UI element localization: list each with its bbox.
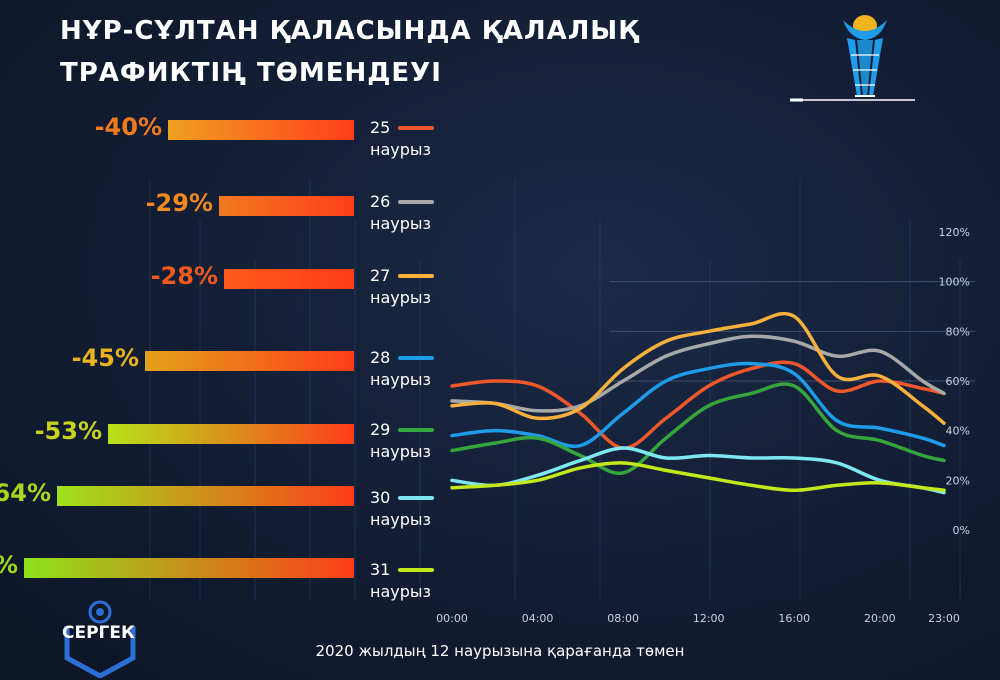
change-bar xyxy=(219,196,354,216)
change-percent: -53% xyxy=(34,417,102,445)
change-bar xyxy=(145,351,354,371)
footer-note: 2020 жылдың 12 наурызына қарағанда төмен xyxy=(315,642,685,660)
day-number: 29 xyxy=(370,420,391,439)
series-line-28 xyxy=(450,361,946,449)
month-name: наурыз xyxy=(370,510,432,529)
page-title: НҰР-СҰЛТАН ҚАЛАСЫНДА ҚАЛАЛЫҚ ТРАФИКТІҢ Т… xyxy=(60,10,760,94)
y-tick-label: 120% xyxy=(939,226,970,239)
day-number: 28 xyxy=(370,348,391,367)
change-percent: -40% xyxy=(94,113,162,141)
x-tick-label: 12:00 xyxy=(693,612,725,625)
change-bar xyxy=(108,424,354,444)
legend-line-swatch xyxy=(398,200,434,204)
change-percent: -28% xyxy=(150,262,218,290)
series-line-27 xyxy=(450,311,946,425)
baiterek-tower-icon xyxy=(790,15,915,102)
change-percent: -45% xyxy=(71,344,139,372)
change-bar xyxy=(57,486,354,506)
x-tick-label: 23:00 xyxy=(928,612,960,625)
series-line-30 xyxy=(450,446,946,495)
change-bar xyxy=(24,558,354,578)
y-tick-label: 80% xyxy=(946,325,970,338)
day-number: 25 xyxy=(370,118,391,137)
y-tick-label: 0% xyxy=(953,524,970,537)
change-percent: -64% xyxy=(0,479,51,507)
x-tick-label: 08:00 xyxy=(607,612,639,625)
day-number: 31 xyxy=(370,560,391,579)
y-tick-label: 40% xyxy=(946,425,970,438)
title-line-2: ТРАФИКТІҢ ТӨМЕНДЕУІ xyxy=(60,58,442,88)
series-line-25 xyxy=(450,360,946,450)
month-name: наурыз xyxy=(370,370,432,389)
series-line-26 xyxy=(450,334,946,413)
legend-line-swatch xyxy=(398,568,434,572)
x-tick-label: 20:00 xyxy=(864,612,896,625)
change-percent: -29% xyxy=(145,189,213,217)
legend-line-swatch xyxy=(398,428,434,432)
day-number: 27 xyxy=(370,266,391,285)
change-bar xyxy=(168,120,354,140)
y-tick-label: 60% xyxy=(946,375,970,388)
x-tick-label: 16:00 xyxy=(778,612,810,625)
series-line-31 xyxy=(450,461,946,493)
month-name: наурыз xyxy=(370,582,432,601)
legend-line-swatch xyxy=(398,126,434,130)
day-number: 26 xyxy=(370,192,391,211)
month-name: наурыз xyxy=(370,140,432,159)
x-tick-label: 00:00 xyxy=(436,612,468,625)
series-line-29 xyxy=(450,382,946,475)
month-name: наурыз xyxy=(370,288,432,307)
change-percent: -71% xyxy=(0,551,18,579)
y-tick-label: 20% xyxy=(946,474,970,487)
month-name: наурыз xyxy=(370,442,432,461)
sergek-shield-icon xyxy=(64,600,136,678)
legend-line-swatch xyxy=(398,274,434,278)
y-tick-label: 100% xyxy=(939,276,970,289)
day-number: 30 xyxy=(370,488,391,507)
title-line-1: НҰР-СҰЛТАН ҚАЛАСЫНДА ҚАЛАЛЫҚ xyxy=(60,16,640,46)
change-bar xyxy=(224,269,354,289)
month-name: наурыз xyxy=(370,214,432,233)
sergek-brand-name: СЕРГЕК xyxy=(62,623,135,643)
legend-line-swatch xyxy=(398,496,434,500)
x-tick-label: 04:00 xyxy=(522,612,554,625)
legend-line-swatch xyxy=(398,356,434,360)
